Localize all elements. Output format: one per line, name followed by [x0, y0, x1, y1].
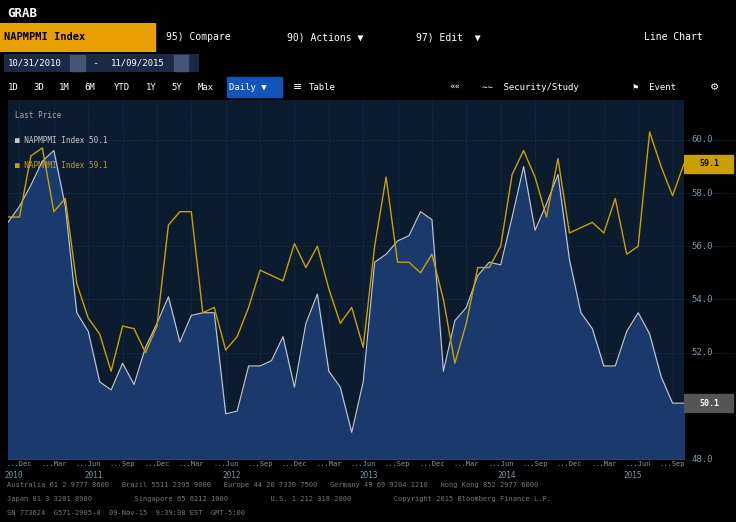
Text: SN 773624  G571-2905-0  09-Nov-15  9:39:08 EST  GMT-5:00: SN 773624 G571-2905-0 09-Nov-15 9:39:08 … [7, 510, 245, 516]
Text: 2014: 2014 [497, 471, 516, 480]
Bar [70, 55, 85, 70]
Text: 3D: 3D [33, 82, 44, 91]
Bar [684, 394, 733, 412]
Text: ⚙: ⚙ [710, 82, 720, 92]
Text: ...Sep: ...Sep [659, 461, 685, 467]
Text: 52.0: 52.0 [692, 348, 713, 357]
Text: Max: Max [197, 82, 213, 91]
Text: ■ NAPMNMI Index 59.1: ■ NAPMNMI Index 59.1 [15, 161, 107, 170]
Text: Daily ▼: Daily ▼ [229, 82, 266, 91]
Text: 95) Compare: 95) Compare [166, 32, 230, 42]
Text: ...Sep: ...Sep [385, 461, 410, 467]
Bar [174, 55, 188, 70]
Text: 6M: 6M [85, 82, 96, 91]
Text: ...Sep: ...Sep [110, 461, 135, 467]
Text: ...Sep: ...Sep [523, 461, 548, 467]
Text: -: - [88, 58, 110, 67]
Text: Japan 81 3 3201 8900          Singapore 65 6212 1000          U.S. 1 212 318 200: Japan 81 3 3201 8900 Singapore 65 6212 1… [7, 496, 551, 502]
Text: 59.1: 59.1 [699, 159, 719, 168]
Text: ...Jun: ...Jun [213, 461, 238, 467]
Text: 11/09/2015: 11/09/2015 [110, 58, 164, 67]
Text: 2015: 2015 [623, 471, 642, 480]
Text: Last Price: Last Price [15, 111, 61, 120]
Text: ■ NAPMPMI Index 50.1: ■ NAPMPMI Index 50.1 [15, 136, 107, 145]
Text: Table: Table [309, 82, 336, 91]
Bar [0, 23, 155, 52]
Bar [4, 54, 199, 72]
Text: ««: «« [449, 82, 460, 91]
Text: 1Y: 1Y [146, 82, 157, 91]
Text: NAPMPMI Index: NAPMPMI Index [4, 32, 85, 42]
Text: GRAB: GRAB [7, 7, 38, 20]
Text: 2010: 2010 [4, 471, 23, 480]
Text: ...Dec: ...Dec [556, 461, 582, 467]
Text: 2012: 2012 [222, 471, 241, 480]
Text: ...Jun: ...Jun [350, 461, 376, 467]
Text: ...Mar: ...Mar [316, 461, 342, 467]
Text: YTD: YTD [114, 82, 130, 91]
Text: ...Mar: ...Mar [591, 461, 617, 467]
Bar [684, 155, 733, 173]
Text: ...Sep: ...Sep [247, 461, 273, 467]
Text: ≡: ≡ [293, 82, 302, 92]
Text: ...Mar: ...Mar [453, 461, 479, 467]
Text: ...Mar: ...Mar [41, 461, 66, 467]
Text: 60.0: 60.0 [692, 135, 713, 145]
Text: 10/31/2010: 10/31/2010 [7, 58, 61, 67]
Text: 56.0: 56.0 [692, 242, 713, 251]
Text: ...Dec: ...Dec [282, 461, 307, 467]
Text: 90) Actions ▼: 90) Actions ▼ [287, 32, 364, 42]
Text: ...Dec: ...Dec [7, 461, 32, 467]
Text: 97) Edit  ▼: 97) Edit ▼ [416, 32, 481, 42]
Text: ...Mar: ...Mar [179, 461, 204, 467]
Text: 2013: 2013 [360, 471, 378, 480]
Text: 58.0: 58.0 [692, 188, 713, 197]
Text: Line Chart: Line Chart [644, 32, 703, 42]
Text: ∼∼  Security/Study: ∼∼ Security/Study [482, 82, 578, 91]
Bar [227, 77, 282, 98]
Text: 50.1: 50.1 [699, 399, 719, 408]
Text: 1M: 1M [59, 82, 70, 91]
Text: ...Jun: ...Jun [76, 461, 101, 467]
Text: ⚑  Event: ⚑ Event [633, 82, 676, 91]
Text: ...Dec: ...Dec [144, 461, 170, 467]
Text: ...Jun: ...Jun [626, 461, 651, 467]
Text: 48.0: 48.0 [692, 455, 713, 464]
Text: 54.0: 54.0 [692, 295, 713, 304]
Text: Australia 61 2 9777 8600   Brazil 5511 2395 9000   Europe 44 20 7330 7500   Germ: Australia 61 2 9777 8600 Brazil 5511 239… [7, 482, 539, 489]
Text: 1D: 1D [7, 82, 18, 91]
Text: ...Dec: ...Dec [420, 461, 445, 467]
Text: ...Jun: ...Jun [488, 461, 514, 467]
Text: 2011: 2011 [85, 471, 103, 480]
Text: 50.0: 50.0 [692, 401, 713, 410]
Text: 5Y: 5Y [171, 82, 183, 91]
